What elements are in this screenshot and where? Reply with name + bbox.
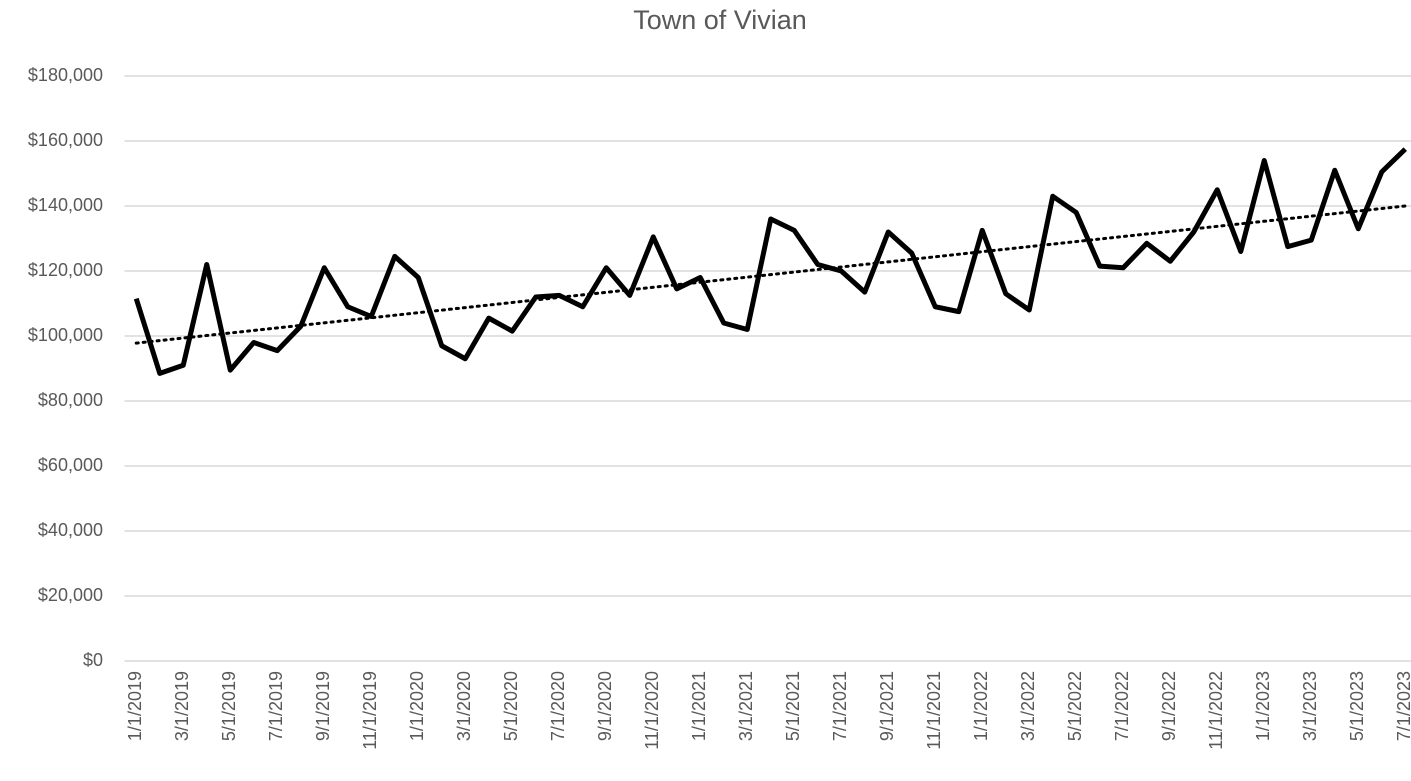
x-tick-label: 7/1/2019	[266, 671, 286, 741]
x-tick-label: 1/1/2023	[1253, 671, 1273, 741]
y-tick-label: $120,000	[28, 260, 103, 280]
y-tick-label: $180,000	[28, 65, 103, 85]
data-line	[133, 147, 1407, 376]
y-tick-label: $40,000	[38, 520, 103, 540]
y-tick-label: $140,000	[28, 195, 103, 215]
x-tick-label: 9/1/2020	[595, 671, 615, 741]
chart-title: Town of Vivian	[633, 5, 807, 35]
trendline	[134, 204, 1407, 345]
x-tick-label: 3/1/2021	[736, 671, 756, 741]
y-tick-label: $160,000	[28, 130, 103, 150]
x-tick-label: 3/1/2020	[454, 671, 474, 741]
x-tick-label: 1/1/2020	[407, 671, 427, 741]
x-tick-label: 7/1/2023	[1394, 671, 1411, 741]
x-tick-label: 3/1/2022	[1018, 671, 1038, 741]
x-tick-label: 5/1/2020	[501, 671, 521, 741]
x-tick-label: 5/1/2023	[1347, 671, 1367, 741]
x-tick-label: 11/1/2019	[360, 671, 380, 750]
x-tick-label: 5/1/2022	[1065, 671, 1085, 741]
y-tick-label: $20,000	[38, 585, 103, 605]
x-tick-label: 1/1/2021	[689, 671, 709, 741]
x-tick-label: 7/1/2020	[548, 671, 568, 741]
x-tick-label: 1/1/2022	[971, 671, 991, 741]
x-tick-label: 3/1/2019	[172, 671, 192, 741]
y-tick-label: $0	[83, 650, 103, 670]
y-tick-label: $60,000	[38, 455, 103, 475]
x-tick-label: 1/1/2019	[125, 671, 145, 741]
x-tick-label: 11/1/2022	[1206, 671, 1226, 750]
x-tick-label: 9/1/2021	[877, 671, 897, 741]
x-tick-label: 7/1/2021	[830, 671, 850, 741]
x-tick-label: 3/1/2023	[1300, 671, 1320, 741]
y-tick-label: $100,000	[28, 325, 103, 345]
x-tick-label: 9/1/2022	[1159, 671, 1179, 741]
x-tick-label: 5/1/2021	[783, 671, 803, 741]
x-tick-label: 9/1/2019	[313, 671, 333, 741]
x-tick-label: 11/1/2020	[642, 671, 662, 750]
y-tick-label: $80,000	[38, 390, 103, 410]
x-tick-label: 11/1/2021	[924, 671, 944, 750]
x-tick-label: 5/1/2019	[219, 671, 239, 741]
x-tick-label: 7/1/2022	[1112, 671, 1132, 741]
